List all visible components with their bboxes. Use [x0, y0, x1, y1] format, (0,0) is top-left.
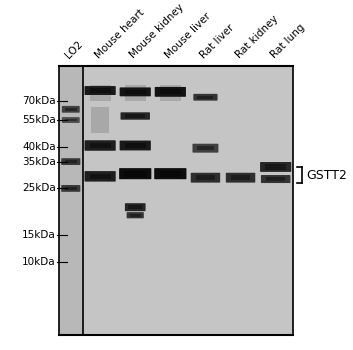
Text: Rat kidney: Rat kidney [233, 14, 280, 60]
FancyBboxPatch shape [191, 173, 220, 183]
Bar [124, 171, 146, 177]
Bar [125, 143, 146, 148]
Bar [223, 66, 258, 335]
FancyBboxPatch shape [226, 173, 255, 183]
Bar [128, 205, 142, 209]
FancyBboxPatch shape [62, 117, 80, 123]
Bar [196, 175, 215, 180]
FancyBboxPatch shape [155, 87, 186, 97]
Text: LO2: LO2 [64, 39, 85, 60]
FancyBboxPatch shape [261, 175, 291, 183]
FancyBboxPatch shape [61, 185, 80, 192]
Bar [125, 90, 146, 94]
Bar [160, 171, 181, 177]
Bar [160, 89, 181, 94]
Bar [59, 66, 83, 335]
Bar [91, 107, 109, 133]
FancyBboxPatch shape [154, 168, 186, 179]
Bar [90, 174, 110, 179]
FancyBboxPatch shape [260, 162, 291, 172]
FancyBboxPatch shape [193, 94, 217, 100]
FancyBboxPatch shape [127, 212, 144, 218]
FancyBboxPatch shape [84, 86, 116, 95]
FancyBboxPatch shape [119, 168, 151, 179]
Bar [197, 146, 214, 150]
FancyBboxPatch shape [120, 112, 150, 120]
Bar [258, 66, 293, 335]
Bar [130, 214, 141, 217]
Bar [65, 119, 77, 121]
Text: GSTT2: GSTT2 [306, 168, 347, 182]
Text: 70kDa: 70kDa [22, 96, 56, 106]
Text: 40kDa: 40kDa [22, 142, 56, 152]
Bar [118, 66, 153, 335]
Bar [266, 177, 286, 181]
Bar [153, 66, 188, 335]
Text: 25kDa: 25kDa [22, 183, 56, 194]
Text: Mouse kidney: Mouse kidney [128, 2, 186, 60]
Bar [231, 175, 250, 180]
Bar [125, 114, 145, 118]
Text: 10kDa: 10kDa [22, 257, 56, 267]
Bar [160, 85, 181, 101]
Bar [59, 66, 293, 335]
Text: 35kDa: 35kDa [22, 156, 56, 167]
Bar [90, 143, 110, 148]
Bar [197, 96, 214, 99]
Bar [265, 164, 286, 169]
Bar [188, 66, 223, 335]
Text: 55kDa: 55kDa [22, 115, 56, 125]
Text: Mouse heart: Mouse heart [93, 7, 146, 60]
Bar [65, 108, 77, 111]
FancyBboxPatch shape [62, 106, 80, 113]
FancyBboxPatch shape [125, 203, 145, 211]
Bar [65, 187, 77, 190]
FancyBboxPatch shape [120, 141, 151, 150]
Bar [90, 85, 110, 101]
FancyBboxPatch shape [61, 158, 80, 165]
Bar [125, 85, 146, 101]
Text: 15kDa: 15kDa [22, 230, 56, 240]
FancyBboxPatch shape [84, 140, 116, 151]
FancyBboxPatch shape [192, 144, 219, 153]
FancyBboxPatch shape [84, 171, 116, 182]
Bar [65, 160, 77, 163]
Text: Mouse liver: Mouse liver [163, 11, 213, 60]
Bar [83, 66, 118, 335]
Text: Rat liver: Rat liver [198, 22, 236, 60]
FancyBboxPatch shape [120, 88, 151, 96]
Bar [90, 88, 110, 93]
Text: Rat lung: Rat lung [269, 22, 306, 60]
